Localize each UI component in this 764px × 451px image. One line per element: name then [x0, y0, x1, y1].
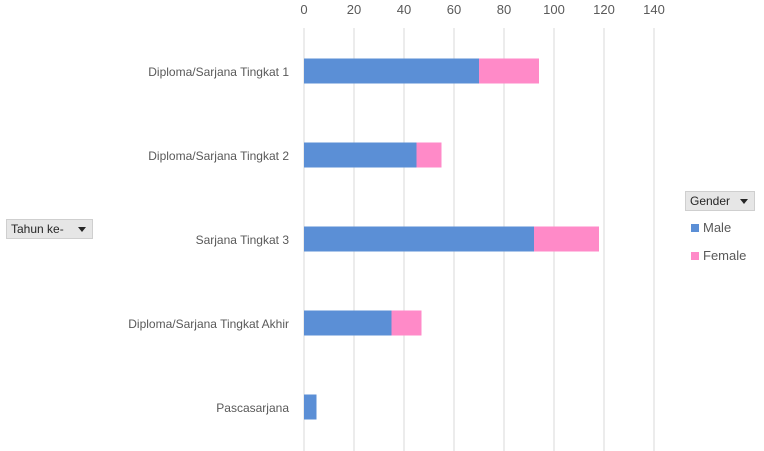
gender-field-button[interactable]: Gender — [685, 191, 755, 211]
legend-swatch-male — [691, 224, 699, 232]
bar-male — [304, 142, 417, 168]
x-tick-label: 20 — [347, 2, 361, 17]
category-label: Sarjana Tingkat 3 — [196, 233, 290, 247]
bar-female — [391, 310, 422, 336]
x-tick-label: 40 — [397, 2, 411, 17]
category-labels: Diploma/Sarjana Tingkat 1 Diploma/Sarjana… — [128, 65, 289, 415]
bar-male — [304, 226, 534, 252]
category-label: Diploma/Sarjana Tingkat 2 — [148, 149, 289, 163]
x-tick-label: 140 — [643, 2, 665, 17]
legend-label-female: Female — [703, 248, 747, 263]
bar-male — [304, 310, 392, 336]
tahun-ke-field-button[interactable]: Tahun ke- — [6, 219, 93, 239]
x-tick-label: 100 — [543, 2, 565, 17]
dropdown-arrow-icon — [78, 227, 86, 232]
bar-female — [479, 58, 539, 84]
bar-female — [534, 226, 599, 252]
legend-swatch-female — [691, 252, 699, 260]
legend-label-male: Male — [703, 220, 732, 235]
bars — [304, 58, 599, 420]
x-tick-label: 60 — [447, 2, 461, 17]
category-label: Diploma/Sarjana Tingkat 1 — [148, 65, 289, 79]
gender-field-label: Gender — [690, 194, 731, 208]
tahun-ke-field-label: Tahun ke- — [11, 222, 64, 236]
category-label: Pascasarjana — [216, 401, 289, 415]
bar-male — [304, 58, 479, 84]
category-label: Diploma/Sarjana Tingkat Akhir — [128, 317, 289, 331]
x-tick-label: 0 — [300, 2, 307, 17]
bar-male — [304, 394, 317, 420]
x-tick-label: 120 — [593, 2, 615, 17]
dropdown-arrow-icon — [740, 199, 748, 204]
bar-female — [416, 142, 442, 168]
x-tick-label: 80 — [497, 2, 511, 17]
x-axis-ticks: 0 20 40 60 80 100 120 140 — [300, 2, 664, 17]
